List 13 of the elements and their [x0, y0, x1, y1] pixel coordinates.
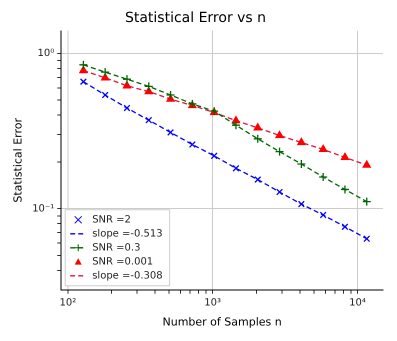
- legend-label: SNR =2: [92, 214, 131, 226]
- legend-label: slope =-0.308: [92, 270, 163, 282]
- x-tick-label: 10⁴: [349, 297, 366, 308]
- x-tick-label: 10³: [204, 297, 222, 308]
- y-tick-label: 10⁻¹: [32, 203, 54, 214]
- y-axis-title: Statistical Error: [11, 118, 24, 203]
- x-axis-title: Number of Samples n: [162, 315, 282, 328]
- legend-label: slope =-0.513: [92, 228, 163, 240]
- chart-title: Statistical Error vs n: [124, 10, 266, 26]
- legend-label: SNR =0.3: [92, 242, 140, 254]
- x-tick-label: 10²: [59, 297, 76, 308]
- y-tick-label: 10⁰: [37, 48, 54, 60]
- legend-label: SNR =0.001: [92, 256, 154, 268]
